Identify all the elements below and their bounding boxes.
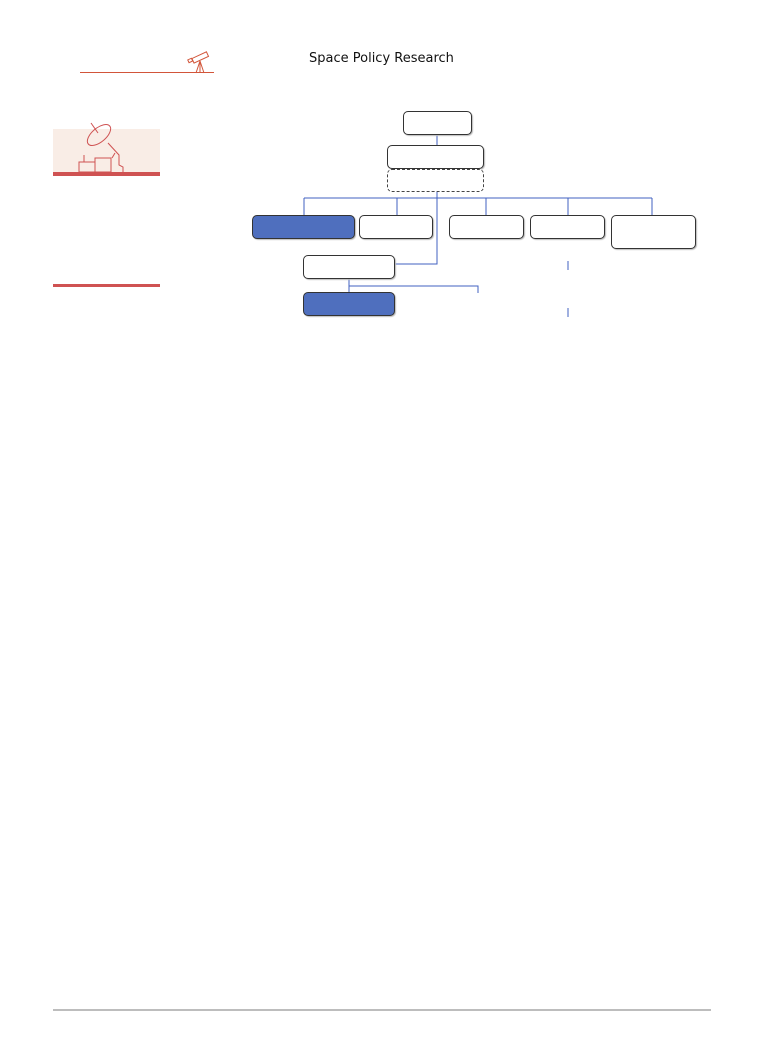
org-node (359, 215, 433, 239)
sidebar-divider (53, 284, 160, 287)
sidebar-illustration (53, 129, 160, 172)
connector (349, 285, 479, 293)
footer-rule (53, 1009, 711, 1011)
sidebar-accent-bar (53, 172, 160, 176)
org-node (449, 215, 524, 239)
org-node-highlighted (252, 215, 355, 239)
org-node (530, 215, 605, 239)
org-node-dashed (387, 169, 484, 192)
header-rule (80, 72, 214, 73)
org-node (611, 215, 696, 249)
page-title: Space Policy Research (309, 51, 454, 66)
org-node-second (387, 145, 484, 169)
org-chart-connectors (303, 135, 653, 317)
org-node-top (403, 111, 472, 135)
org-node-sub (303, 255, 395, 279)
telescope-icon (187, 51, 210, 74)
connector (395, 192, 438, 265)
org-node-sub-highlighted (303, 292, 395, 316)
